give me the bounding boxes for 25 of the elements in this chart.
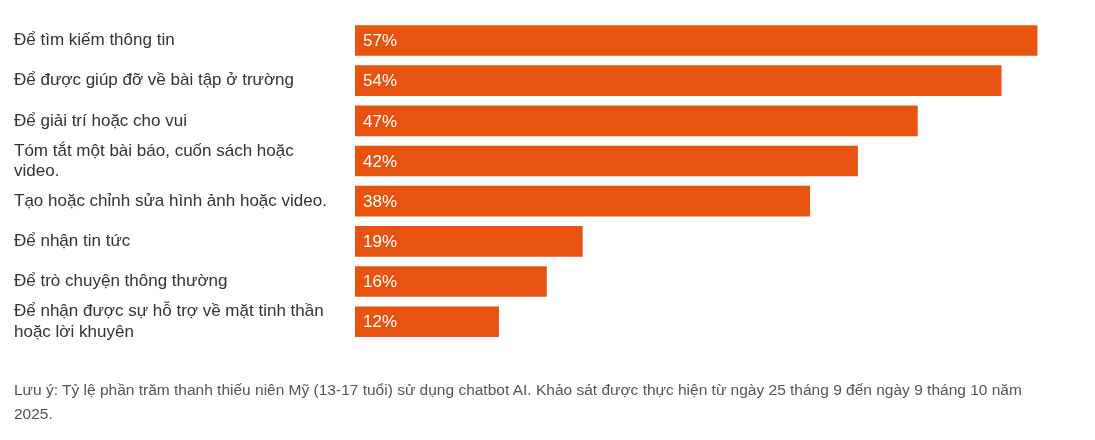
y-tick-label: Tóm tắt một bài báo, cuốn sách hoặc video. — [14, 140, 295, 180]
y-tick-label: Để giải trí hoặc cho vui — [14, 110, 187, 130]
bar — [355, 105, 918, 137]
bar — [355, 145, 858, 177]
data-label: 42% — [363, 151, 398, 171]
data-label: 16% — [363, 272, 398, 292]
bar — [355, 226, 583, 257]
data-label: 57% — [363, 31, 398, 51]
bar — [355, 25, 1038, 56]
y-tick-label: Để trò chuyện thông thường — [14, 271, 228, 291]
bar — [355, 306, 499, 338]
text: Lưu ý: Tỷ lệ phần trăm thanh thiếu niên Mỹ (13-17 tuổi) sử dụng chatbot AI. Khảo sát được thực hiện từ ngày 25 tháng 9 đến ngày 9 tháng 10 năm 2025. — [14, 380, 1023, 424]
data-label: 54% — [363, 71, 398, 91]
y-tick-label: Để được giúp đỡ về bài tập ở trường — [14, 70, 294, 90]
y-tick-label: Để tìm kiếm thông tin — [14, 30, 175, 50]
data-label: 19% — [363, 232, 398, 252]
data-label: 12% — [363, 312, 398, 332]
y-tick-label: Tạo hoặc chỉnh sửa hình ảnh hoặc video. — [14, 190, 327, 210]
data-label: 47% — [363, 111, 398, 131]
data-label: 38% — [363, 191, 398, 211]
y-tick-label: Để nhận tin tức — [14, 231, 131, 251]
y-tick-label: Để nhận được sự hỗ trợ về mặt tinh thần hoặc lời khuyên — [14, 301, 324, 341]
bar — [355, 266, 547, 297]
bar — [355, 65, 1002, 96]
bar — [355, 185, 811, 217]
